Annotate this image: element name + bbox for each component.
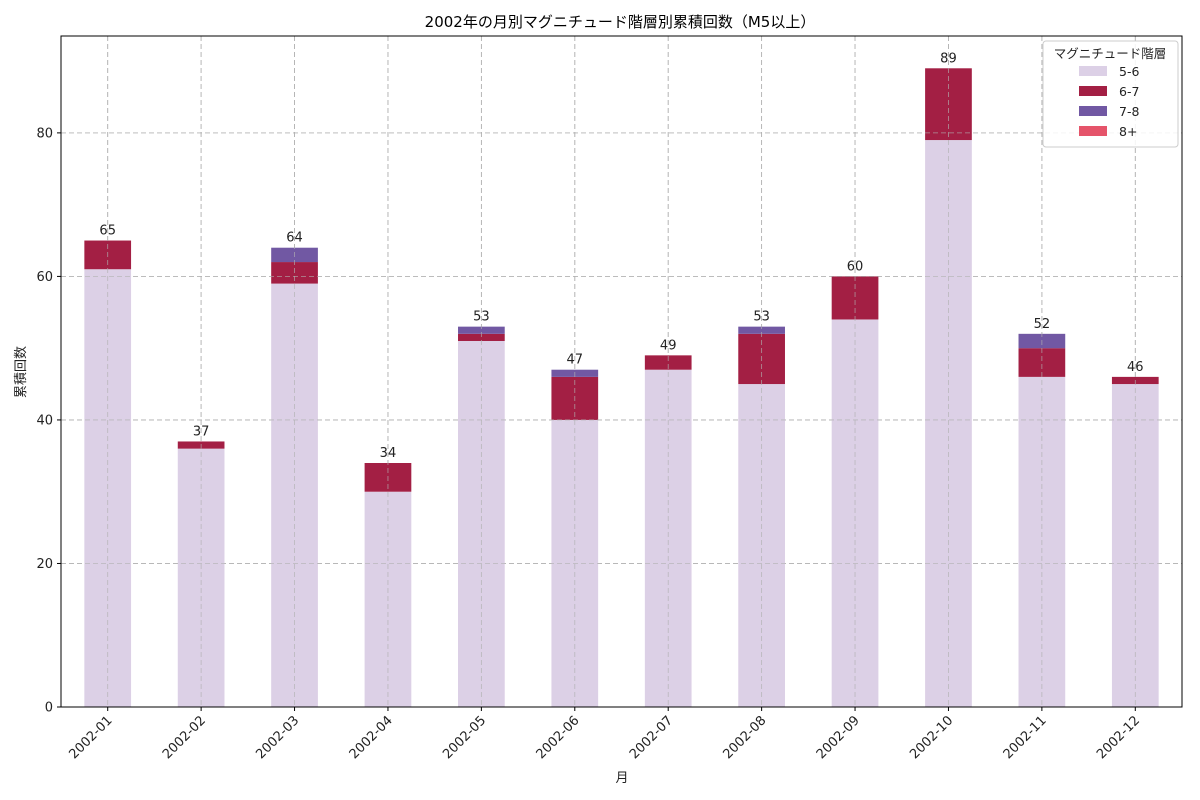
legend-label: 6-7	[1119, 84, 1139, 99]
plot-frame	[60, 35, 1183, 708]
y-tick-label: 20	[36, 557, 53, 572]
y-tick-label: 0	[45, 701, 53, 716]
legend: マグニチュード階層 5-6 6-7 7-8 8+	[1042, 40, 1179, 148]
y-tick-label: 80	[36, 126, 53, 141]
bar-total-label: 52	[1034, 317, 1051, 332]
legend-swatch	[1079, 126, 1107, 136]
x-tick-label: 2002-05	[440, 713, 489, 762]
legend-swatch	[1079, 86, 1107, 96]
chart-title: 2002年の月別マグニチュード階層別累積回数（M5以上）	[425, 13, 816, 31]
bar-segment	[458, 326, 505, 334]
legend-swatch	[1079, 66, 1107, 76]
bar-total-label: 60	[847, 259, 864, 274]
bar-total-labels: 65 37 64 34 53 47 49 53 60 89 52 46	[99, 51, 1143, 461]
bar-total-label: 89	[940, 51, 957, 66]
bar-total-label: 53	[473, 310, 490, 325]
x-tick-label: 2002-04	[347, 713, 396, 762]
x-tick-label: 2002-09	[814, 713, 863, 762]
grid-lines	[61, 36, 1182, 708]
x-tick-label: 2002-11	[1001, 713, 1050, 762]
bars	[61, 36, 1182, 708]
y-tick-label: 40	[36, 413, 53, 428]
bar-total-label: 47	[567, 353, 584, 368]
y-tick-label: 60	[36, 270, 53, 285]
x-tick-label: 2002-03	[253, 713, 302, 762]
legend-label: 7-8	[1119, 104, 1139, 119]
x-tick-label: 2002-07	[627, 713, 676, 762]
bar-total-label: 37	[193, 424, 210, 439]
bar-total-label: 65	[99, 224, 116, 239]
bar-stack	[644, 355, 692, 707]
bar-segment	[458, 333, 505, 341]
bar-segment	[831, 276, 879, 320]
x-tick-label: 2002-01	[67, 713, 116, 762]
legend-label: 5-6	[1119, 64, 1139, 79]
x-tick-label: 2002-02	[160, 713, 209, 762]
x-axis-ticks: 2002-01 2002-02 2002-03 2002-04 2002-05 2002-…	[67, 707, 1143, 762]
legend-swatch	[1079, 106, 1107, 116]
bar-total-label: 64	[286, 231, 303, 246]
bar-segment	[738, 326, 785, 334]
bar-total-label: 53	[753, 310, 770, 325]
x-tick-label: 2002-06	[534, 713, 583, 762]
x-axis-label: 月	[615, 771, 628, 786]
y-axis-label: 累積回数	[14, 346, 29, 398]
y-axis-ticks: 0 20 40 60 80	[36, 126, 61, 716]
bar-segment	[644, 355, 692, 370]
bar-total-label: 34	[380, 446, 397, 461]
bar-total-label: 46	[1127, 360, 1144, 375]
legend-frame	[1042, 40, 1179, 148]
legend-label: 8+	[1119, 124, 1137, 139]
x-tick-label: 2002-08	[720, 713, 769, 762]
bar-segment	[644, 369, 692, 707]
legend-title: マグニチュード階層	[1054, 46, 1167, 61]
x-tick-label: 2002-10	[907, 713, 956, 762]
x-tick-label: 2002-12	[1094, 713, 1143, 762]
bar-total-label: 49	[660, 338, 677, 353]
